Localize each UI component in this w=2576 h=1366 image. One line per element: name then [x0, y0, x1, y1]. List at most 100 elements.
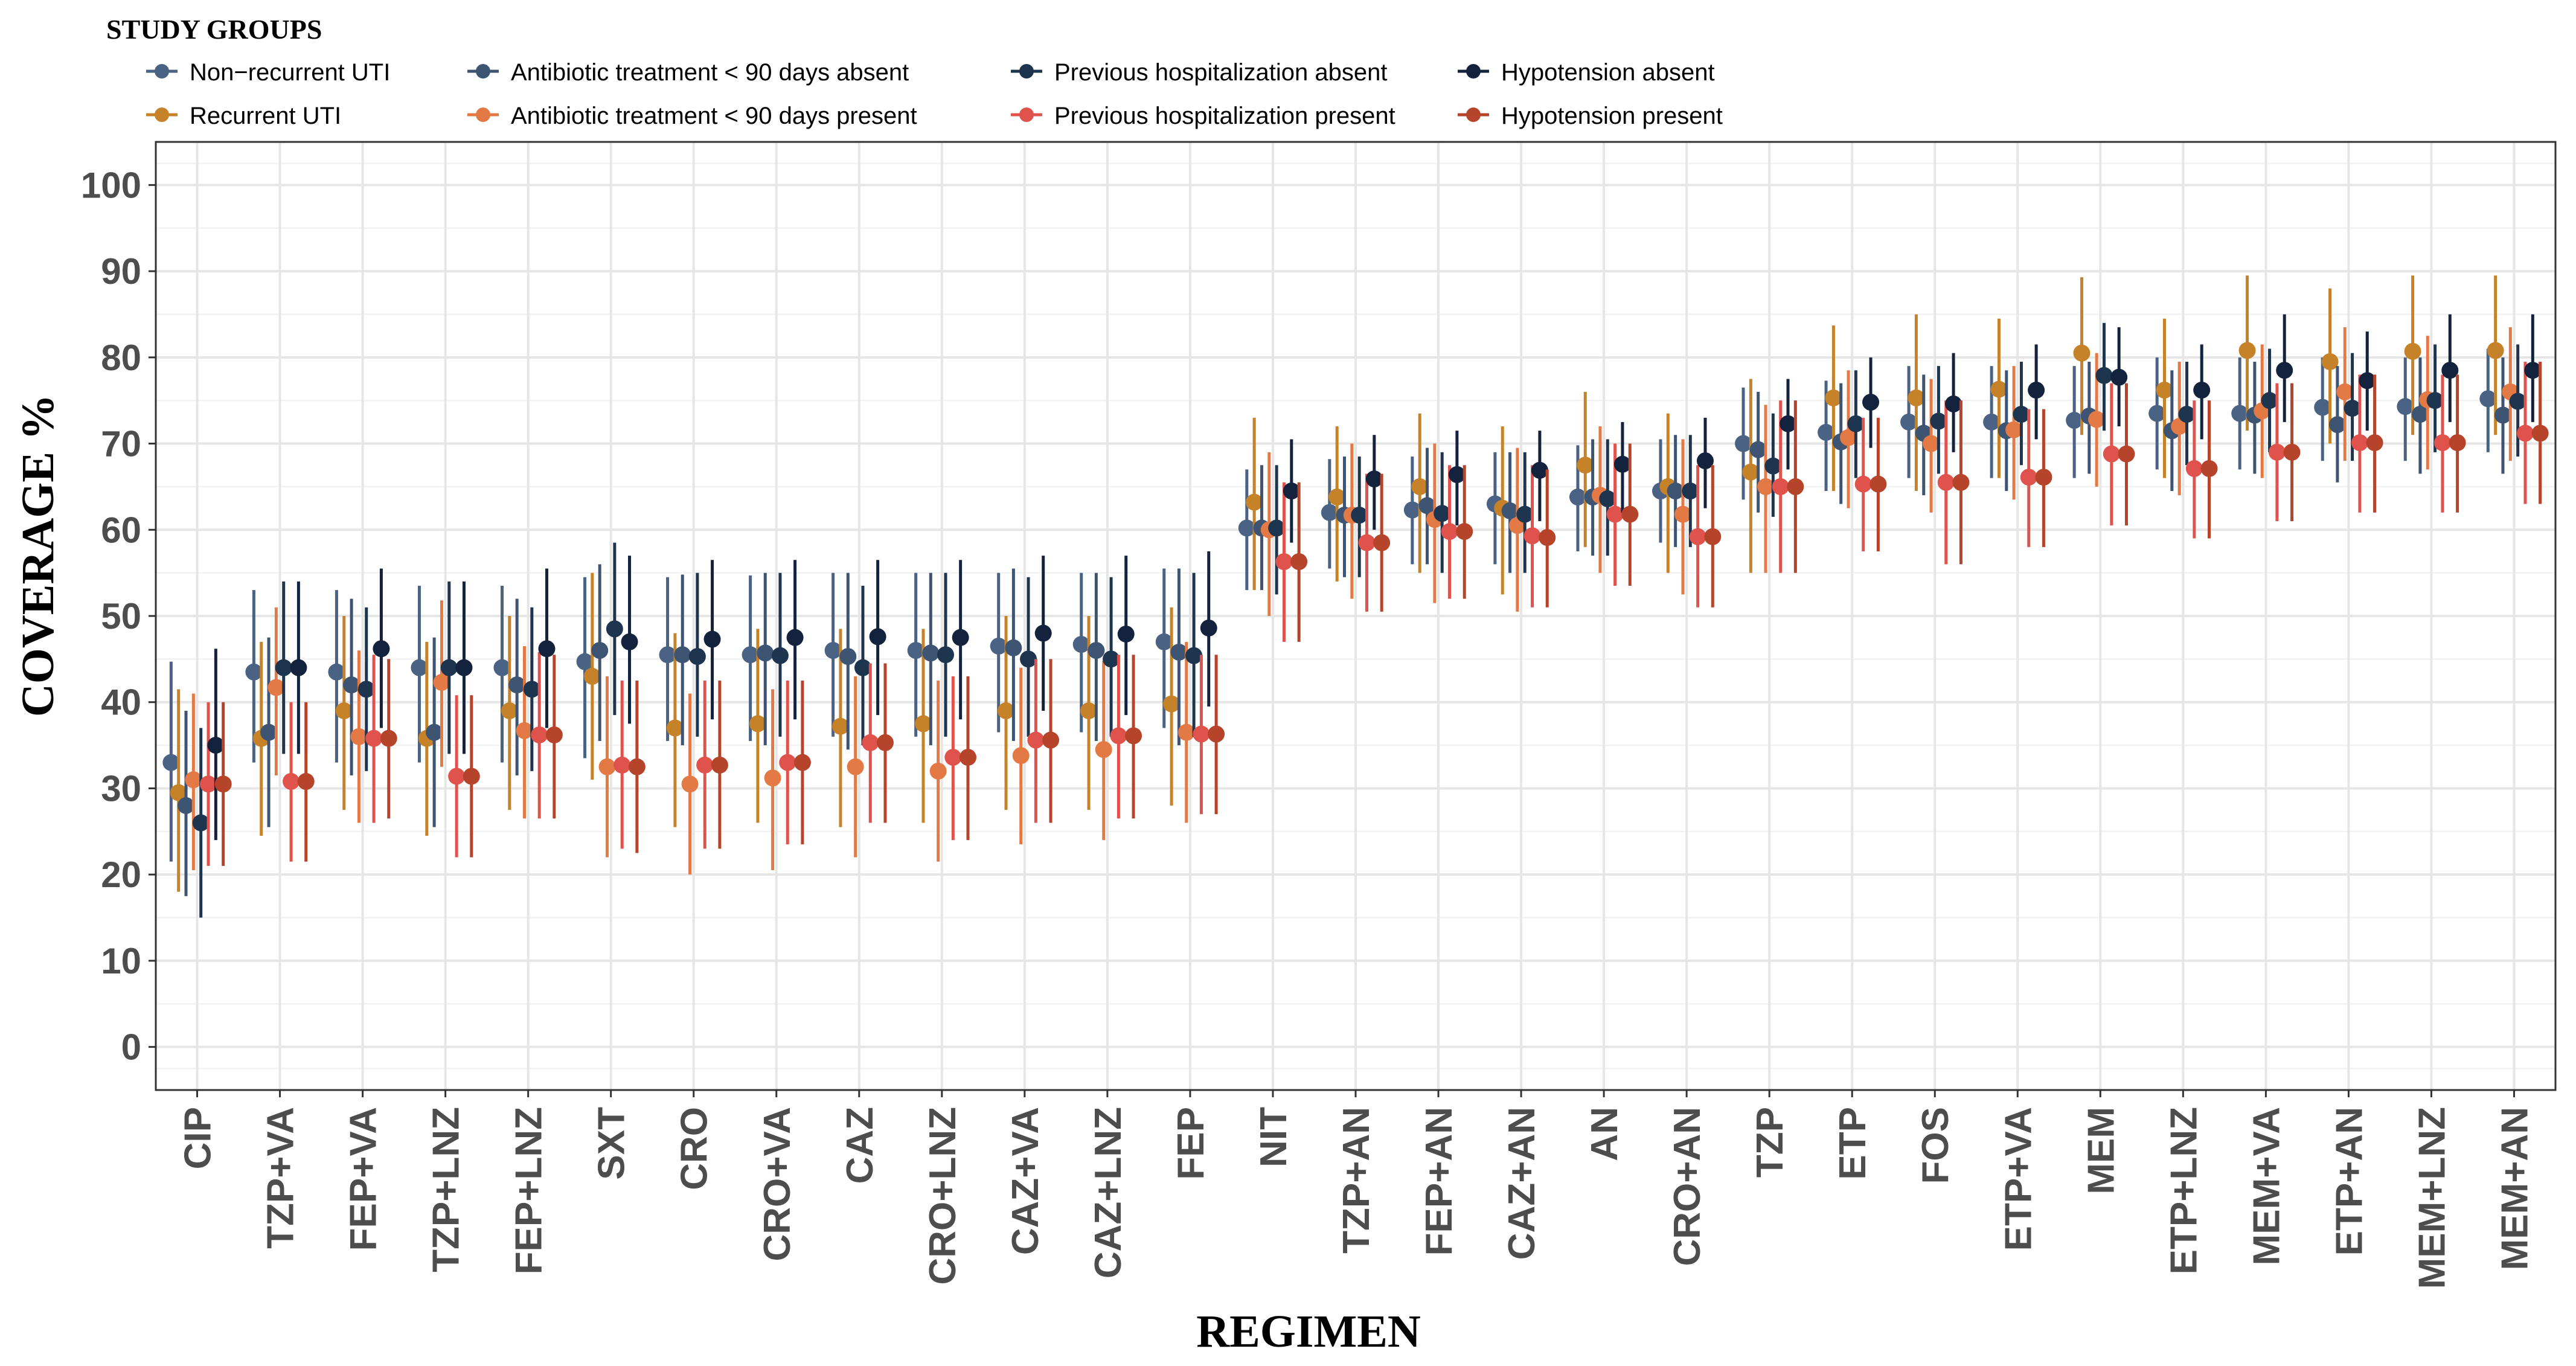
data-point — [2487, 342, 2504, 359]
data-point — [1208, 725, 1225, 743]
y-tick-label: 50 — [101, 596, 141, 637]
data-point — [1034, 624, 1052, 642]
series-7 — [214, 361, 2549, 866]
data-point — [1937, 473, 1955, 491]
x-axis: CIP TZP+VA FEP+VA TZP+LNZ FEP+LNZ SXT CRO CRO+V… — [178, 1090, 2536, 1289]
data-point — [1042, 731, 1060, 749]
data-point — [2397, 398, 2414, 415]
data-point — [703, 630, 721, 648]
data-point — [1110, 727, 1127, 745]
data-point — [771, 647, 789, 664]
data-point — [1531, 461, 1548, 479]
data-point — [411, 659, 428, 676]
legend-item: Previous hospitalization present — [1011, 103, 1395, 129]
data-point — [2344, 400, 2361, 417]
data-point — [598, 758, 616, 775]
x-tick-label: ETP+AN — [2328, 1107, 2370, 1255]
data-point — [1238, 519, 1255, 537]
data-point — [433, 673, 450, 691]
data-point — [2005, 421, 2023, 438]
data-point — [2283, 443, 2301, 461]
x-tick-label: CRO+VA — [757, 1107, 798, 1262]
data-point — [2073, 344, 2091, 362]
data-point — [1523, 527, 1541, 545]
data-point — [614, 756, 631, 774]
data-point — [1434, 505, 1451, 522]
data-point — [764, 769, 781, 787]
data-point — [2171, 418, 2188, 435]
data-point — [545, 726, 563, 743]
data-point — [2328, 416, 2346, 434]
data-point — [207, 737, 225, 754]
data-point — [2261, 392, 2278, 409]
data-point — [749, 715, 766, 733]
legend-label: Hypotension absent — [1501, 59, 1715, 86]
data-point — [1321, 504, 1338, 521]
data-point — [824, 642, 842, 659]
data-point — [1577, 457, 1594, 474]
x-tick-label: MEM+VA — [2246, 1107, 2287, 1265]
data-point — [1764, 457, 1782, 475]
data-point — [1125, 727, 1142, 745]
data-point — [681, 775, 699, 793]
data-point — [854, 659, 871, 676]
data-point — [2336, 383, 2354, 400]
legend-key-dot — [476, 107, 490, 122]
x-tick-label: CAZ+VA — [1005, 1107, 1046, 1255]
legend-item: Recurrent UTI — [146, 103, 341, 129]
data-point — [1103, 650, 1120, 668]
data-point — [1930, 412, 1947, 430]
data-point — [1200, 619, 1217, 637]
x-tick-label: CAZ+AN — [1501, 1107, 1543, 1260]
data-point — [1870, 475, 1887, 493]
grid-major — [156, 142, 2555, 1090]
data-point — [1787, 478, 1804, 495]
y-tick-label: 0 — [121, 1027, 141, 1068]
data-point — [2524, 362, 2542, 379]
x-tick-label: CRO+AN — [1667, 1107, 1708, 1266]
data-point — [162, 754, 180, 771]
data-point — [523, 681, 540, 698]
data-point — [1569, 489, 1586, 506]
data-point — [952, 629, 969, 646]
y-tick-label: 80 — [101, 338, 141, 378]
data-point — [907, 642, 924, 659]
data-point — [1185, 647, 1203, 664]
data-point — [2314, 399, 2331, 416]
data-point — [779, 754, 796, 771]
data-point — [1080, 702, 1098, 719]
legend-item: Antibiotic treatment < 90 days present — [467, 103, 917, 129]
data-point — [1246, 493, 1263, 511]
data-point — [583, 667, 601, 685]
data-point — [2103, 445, 2120, 463]
legend-item: Hypotension absent — [1458, 59, 1715, 86]
data-point — [1163, 695, 1181, 713]
legend-item: Hypotension present — [1458, 103, 1723, 129]
data-point — [876, 734, 894, 751]
series-2 — [178, 357, 2511, 896]
x-tick-label: NIT — [1253, 1107, 1295, 1167]
data-point — [1862, 394, 1880, 411]
data-point — [2178, 406, 2196, 423]
data-point — [2426, 392, 2444, 409]
data-point — [1177, 723, 1195, 741]
data-point — [2231, 405, 2249, 422]
data-point — [869, 628, 886, 646]
data-point — [1268, 519, 1286, 537]
data-point — [531, 726, 548, 743]
data-point — [185, 771, 202, 789]
data-point — [2479, 390, 2497, 408]
x-tick-label: MEM — [2080, 1107, 2122, 1194]
data-point — [944, 749, 962, 766]
data-point — [1088, 642, 1105, 659]
data-point — [1990, 380, 2008, 398]
data-point — [1441, 523, 1458, 540]
data-point — [2516, 425, 2534, 442]
data-point — [659, 646, 676, 664]
data-point — [2193, 382, 2211, 399]
data-point — [1193, 725, 1210, 743]
legend-label: Non−recurrent UTI — [190, 59, 390, 86]
data-point — [922, 644, 940, 662]
x-tick-label: CAZ+LNZ — [1088, 1107, 1129, 1278]
data-point — [2020, 469, 2037, 486]
